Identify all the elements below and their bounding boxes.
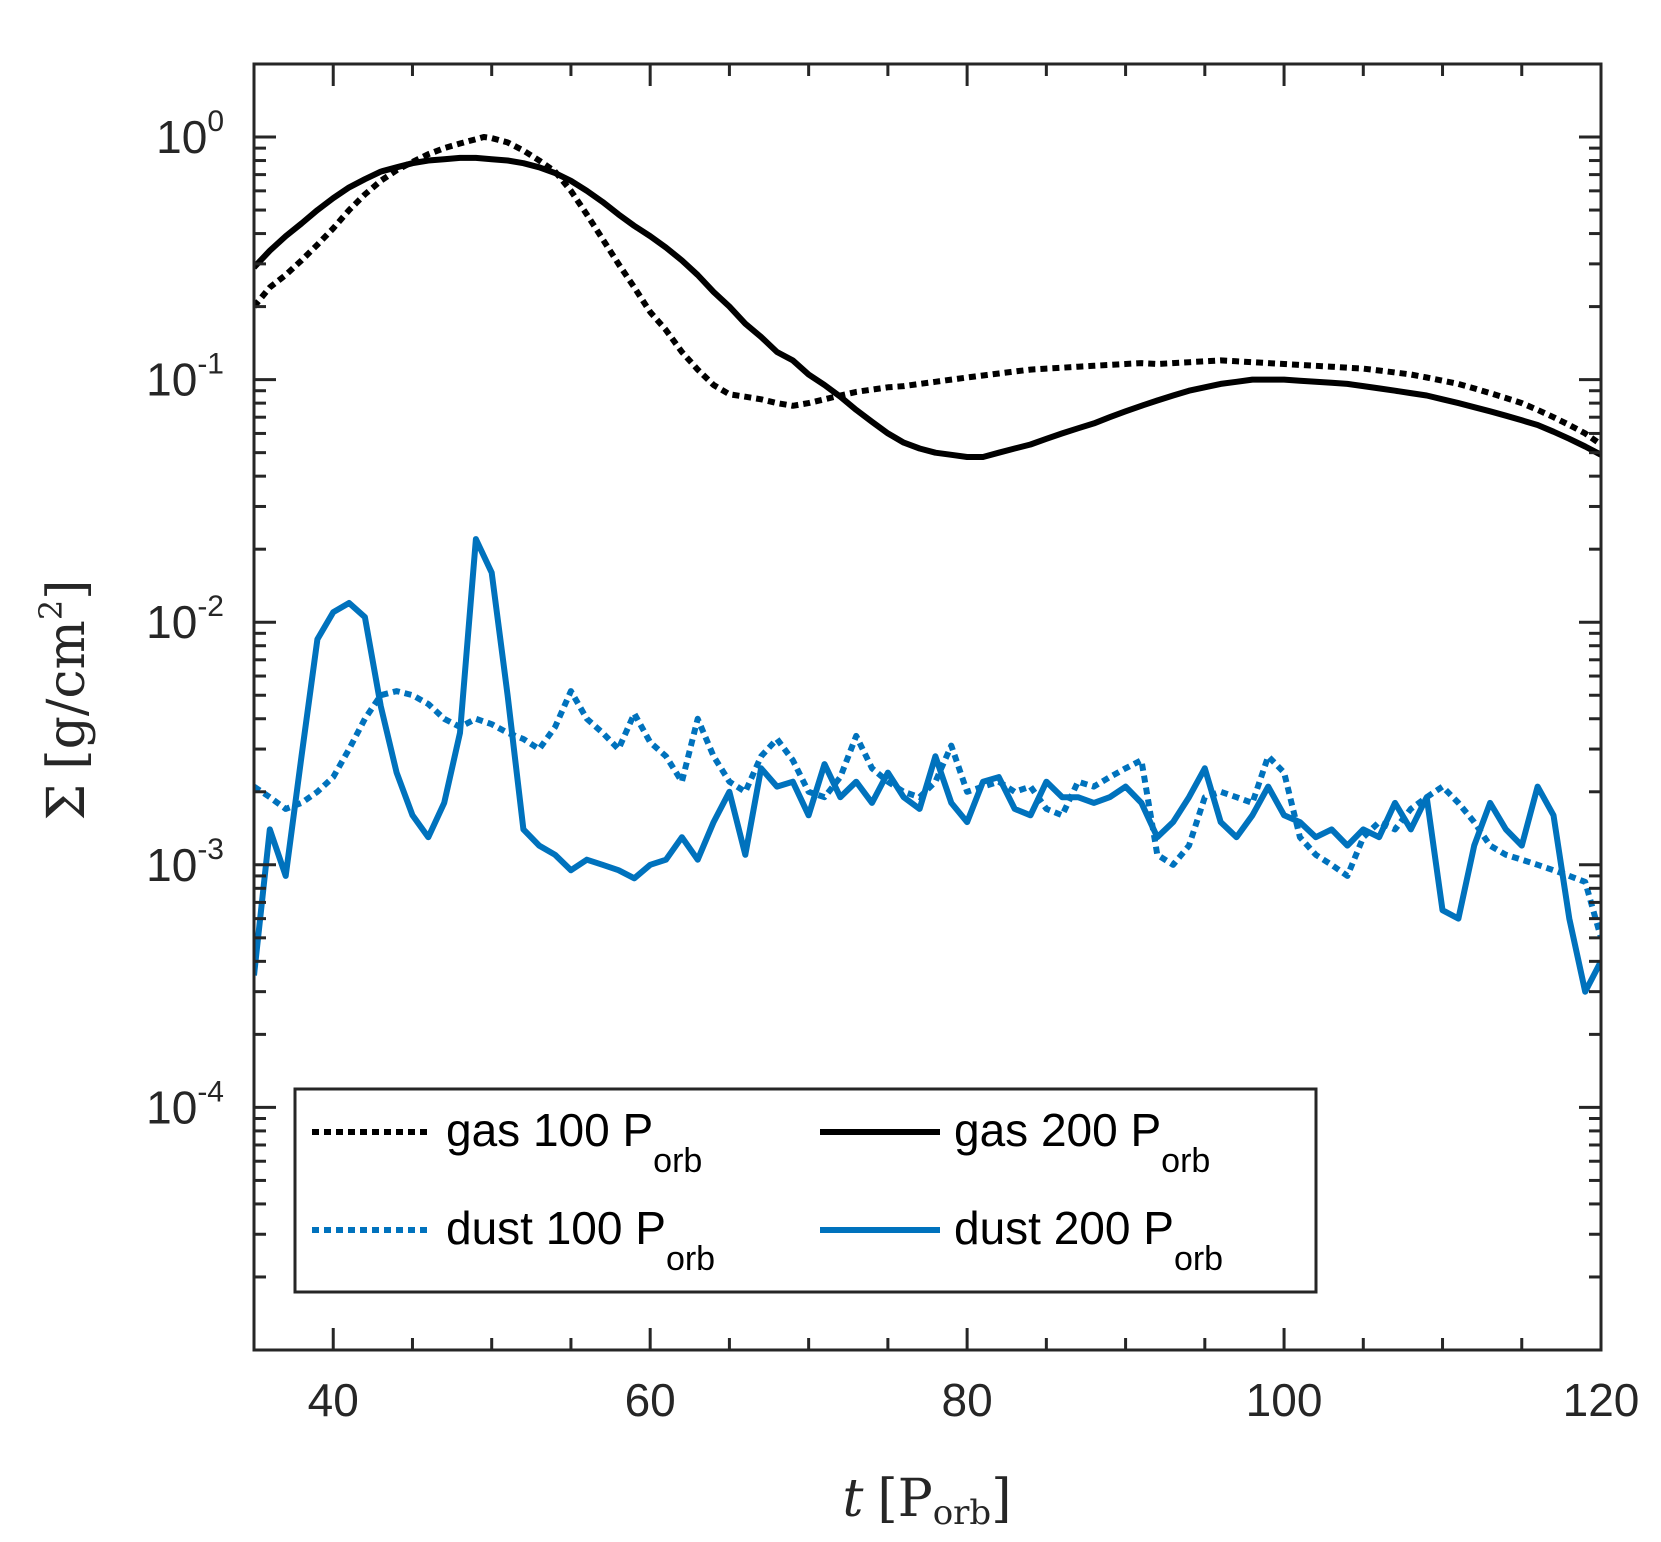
legend-label-gas-100: gas 100 Porb [446, 1104, 702, 1180]
y-axis-label: Σ[g/cm2] [32, 580, 97, 821]
y-tick-labels: 100 10-1 10-2 10-3 10-4 [146, 105, 224, 1133]
y-axis-unit: g/cm [37, 620, 97, 749]
x-tick-labels: 40 60 80 100 120 [308, 1374, 1640, 1426]
svg-text:Σ[g/cm2]: Σ[g/cm2] [32, 580, 97, 821]
plot-frame [252, 62, 1603, 1352]
y-tick-label: 10-4 [146, 1075, 224, 1133]
x-axis-unit-sub: orb [933, 1493, 992, 1533]
x-tick-label: 60 [625, 1374, 676, 1426]
legend-label-dust-200: dust 200 Porb [954, 1202, 1223, 1278]
y-tick-label: 100 [156, 105, 224, 163]
x-tick-label: 100 [1246, 1374, 1323, 1426]
ticks-layer [252, 62, 1603, 1352]
legend-label-dust-100: dust 100 Porb [446, 1202, 715, 1278]
x-axis-label: t [Porb] [843, 1469, 1012, 1533]
legend: gas 100 Porb gas 200 Porb dust 100 Porb dus… [293, 1087, 1318, 1294]
x-axis-unit: P [898, 1469, 933, 1529]
y-tick-label: 10-1 [146, 348, 224, 406]
x-axis-symbol: t [843, 1469, 864, 1529]
x-tick-label: 80 [942, 1374, 993, 1426]
y-axis-unit-sup: 2 [32, 600, 70, 620]
series-line-dust-100 [254, 688, 1601, 939]
x-tick-label: 120 [1563, 1374, 1640, 1426]
x-tick-label: 40 [308, 1374, 359, 1426]
y-axis-symbol: Σ [37, 784, 97, 821]
y-tick-label: 10-2 [146, 590, 224, 648]
series-line-dust-200 [254, 536, 1601, 995]
series-layer [254, 134, 1601, 995]
legend-label-gas-200: gas 200 Porb [954, 1104, 1210, 1180]
y-tick-label: 10-3 [146, 833, 224, 891]
series-line-gas-200 [254, 154, 1601, 460]
legend-box [293, 1087, 1318, 1294]
